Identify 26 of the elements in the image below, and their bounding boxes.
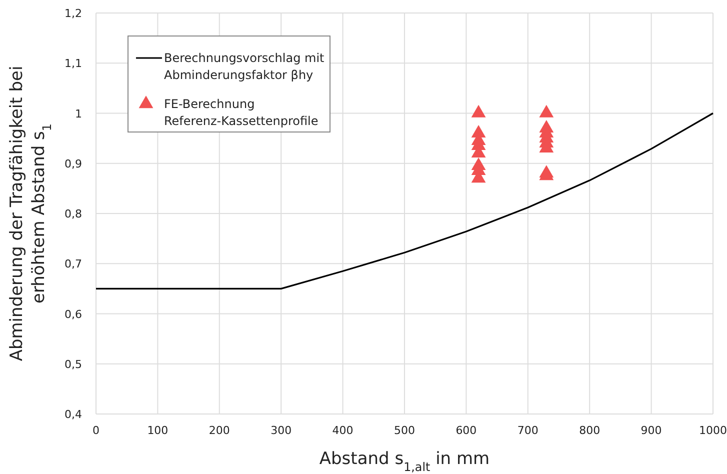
y-tick-label: 0,8 xyxy=(64,208,82,220)
x-tick-label: 800 xyxy=(579,424,600,437)
x-tick-label: 100 xyxy=(147,424,168,437)
point xyxy=(471,104,486,118)
x-axis-title: Abstand s$_{1,alt}$ in mm xyxy=(319,449,490,474)
x-tick-label: 600 xyxy=(456,424,477,437)
x-tick-label: 1000 xyxy=(699,424,727,437)
y-tick-label: 0,6 xyxy=(64,308,82,321)
y-tick-label: 0,5 xyxy=(64,358,82,371)
line-series xyxy=(95,112,714,290)
y-tick-label: 1,2 xyxy=(64,7,82,20)
x-tick-label: 0 xyxy=(92,424,100,437)
x-tick-label: 500 xyxy=(394,424,415,437)
x-tick-label: 900 xyxy=(640,424,662,437)
x-tick-label: 300 xyxy=(270,424,292,437)
point xyxy=(539,104,554,118)
y-tick-label: 1 xyxy=(75,107,82,120)
y-tick-label: 0,7 xyxy=(64,258,82,271)
x-tick-label: 200 xyxy=(208,424,230,437)
x-tick-label: 700 xyxy=(517,424,538,437)
legend-label: Berechnungsvorschlag mit Abminderungsfaktor βhy xyxy=(164,51,325,82)
x-tick-label: 400 xyxy=(332,424,354,437)
legend-label: FE-Berechnung Referenz-Kassettenprofile xyxy=(164,97,318,128)
y-tick-label: 1,1 xyxy=(64,57,82,70)
y-tick-label: 0,9 xyxy=(64,157,82,170)
y-tick-label: 0,4 xyxy=(64,408,82,421)
